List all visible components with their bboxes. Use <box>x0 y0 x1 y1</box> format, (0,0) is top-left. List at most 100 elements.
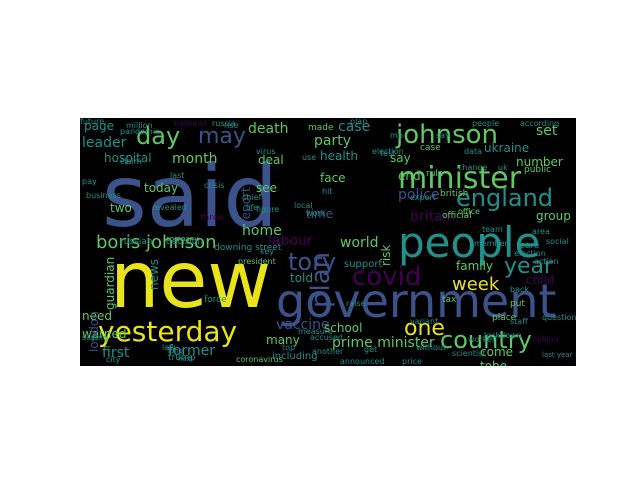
word-rise: rise <box>224 121 239 130</box>
word-vaccine: vaccine <box>276 317 330 333</box>
word-face: face <box>320 171 346 185</box>
word-raise: raise <box>346 299 366 308</box>
word-place: place <box>492 313 517 323</box>
word-next: next <box>178 355 194 363</box>
word-country: country <box>440 326 532 354</box>
word-yesterday: yesterday <box>98 315 238 348</box>
word-people: people <box>472 119 500 128</box>
word-week: week <box>452 274 500 295</box>
word-johnson: johnson <box>396 120 499 150</box>
word-staff: staff <box>510 317 528 326</box>
word-saying: saying <box>82 333 109 342</box>
word-million: million <box>126 121 153 130</box>
word-claim: claim <box>120 157 142 166</box>
word-russia: russia <box>212 119 236 128</box>
word-need: need <box>82 309 112 323</box>
word-back: back <box>510 285 530 294</box>
word-business: business <box>86 191 121 200</box>
word-care: care <box>520 241 540 251</box>
word-boris-johnson: boris johnson <box>96 232 217 253</box>
word-told: told <box>290 271 313 285</box>
word-use: use <box>302 153 317 162</box>
word-first: first <box>102 345 130 361</box>
word-city: city <box>106 355 121 364</box>
word-england: england <box>456 184 554 212</box>
word-former: former <box>168 343 216 359</box>
word-local: local <box>294 201 313 210</box>
word-get: get <box>364 345 378 354</box>
word-many: many <box>266 333 300 347</box>
word-say: say <box>390 151 411 165</box>
word-president: president <box>238 257 276 266</box>
word-key: key <box>260 247 275 256</box>
word-mp: mp <box>390 131 403 140</box>
word-force: force <box>204 295 227 305</box>
word-accused: accused <box>310 333 343 342</box>
word-election: election <box>372 147 404 156</box>
word-pay: pay <box>82 177 97 186</box>
word-school: school <box>324 321 363 335</box>
word-put: put <box>510 299 525 309</box>
word-death: death <box>248 121 289 137</box>
word-time: time <box>306 207 334 221</box>
word-hospital: hospital <box>104 151 152 165</box>
word-set: set <box>536 123 558 139</box>
word-company: company <box>166 235 199 243</box>
word-change: change <box>458 163 488 172</box>
word-minister: minister <box>398 161 522 196</box>
word-top: top <box>282 343 296 352</box>
word-russian: russian <box>120 237 153 247</box>
word-official: official <box>442 211 472 221</box>
word-measure: measure <box>298 327 333 336</box>
word-hit: hit <box>322 187 333 196</box>
word-including: including <box>272 351 318 362</box>
word-last: last <box>170 171 185 180</box>
word-said: said <box>102 147 278 247</box>
word-scientist: scientist <box>452 349 486 358</box>
word-uk: uk <box>498 163 508 172</box>
word-today: today <box>144 181 179 195</box>
word-test: test <box>380 149 396 158</box>
word-million: million <box>532 335 559 344</box>
word-family: family <box>456 259 494 273</box>
word-cloud: said new people government minister johnson en… <box>80 118 576 366</box>
word-tory: tory <box>288 248 337 276</box>
word-question: question <box>542 313 576 322</box>
word-group: group <box>536 209 571 223</box>
word-according: according <box>520 119 560 128</box>
word-chief: chief <box>242 193 262 202</box>
word-covid: covid <box>352 262 422 292</box>
word-price: price <box>402 357 422 366</box>
word-see: see <box>256 181 278 195</box>
word-long: long <box>168 347 184 355</box>
word-two: two <box>110 201 132 215</box>
word-plan: plan <box>350 118 368 126</box>
word-new: new <box>110 236 272 326</box>
word-social: social <box>546 237 569 246</box>
word-without: without <box>416 343 447 352</box>
word-people: people <box>398 218 541 267</box>
word-law: law <box>162 343 176 352</box>
word-work: work <box>306 209 326 218</box>
word-one: one <box>404 316 445 341</box>
word-coronavirus: coronavirus <box>236 355 283 364</box>
word-case: case <box>338 119 371 135</box>
word-labour: labour <box>268 233 313 249</box>
word-action: action <box>534 257 559 266</box>
word-government: government <box>276 274 557 328</box>
word-health: health <box>320 149 358 163</box>
word-last-year: last year <box>542 351 573 359</box>
word-crisis: crisis <box>204 181 225 190</box>
word-day: day <box>136 122 181 150</box>
word-may: may <box>198 124 246 149</box>
word-say: say <box>436 131 450 140</box>
word-news: news <box>147 258 161 290</box>
word-team: team <box>482 225 503 234</box>
word-warned: warned <box>82 327 127 341</box>
word-future: future <box>80 118 105 126</box>
word-britain: britain <box>410 209 456 225</box>
word-come: come <box>480 345 514 359</box>
word-world: world <box>340 235 379 251</box>
word-year: year <box>504 254 554 279</box>
word-made: made <box>308 123 334 133</box>
